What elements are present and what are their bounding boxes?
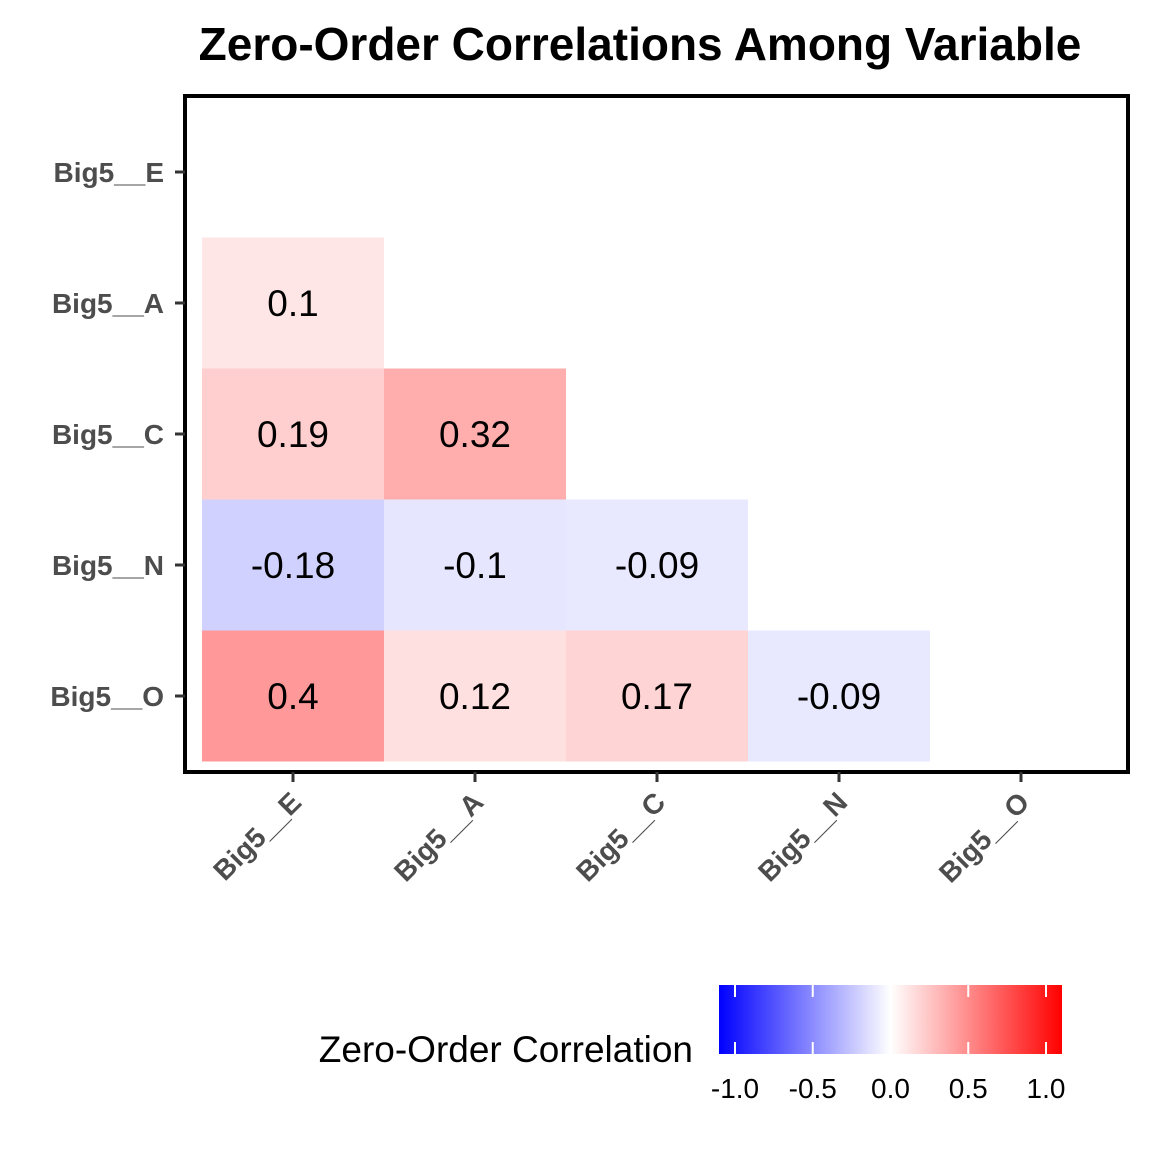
heatmap-cell <box>384 499 566 631</box>
heatmap-cell <box>566 499 748 631</box>
color-legend: Zero-Order Correlation -1.0 -0.5 0.0 0.5 1.0 <box>319 985 1066 1104</box>
heatmap-cell <box>202 499 384 631</box>
legend-tick-label: 0.0 <box>871 1073 910 1104</box>
heatmap-cell <box>202 368 384 500</box>
cell-value-label: 0.32 <box>439 414 511 455</box>
y-tick-label: Big5__A <box>52 288 164 319</box>
legend-tick-label: 1.0 <box>1027 1073 1066 1104</box>
cell-value-label: 0.1 <box>267 283 318 324</box>
heatmap-cell <box>566 630 748 762</box>
x-tick-label: Big5__E <box>207 786 307 886</box>
heatmap-cells: 0.1 0.19 0.32 -0.18 -0.1 -0.09 0.4 0.12 0.17 -0.0… <box>202 237 930 762</box>
chart-title: Zero-Order Correlations Among Variable <box>199 18 1082 70</box>
cell-value-label: -0.09 <box>615 545 699 586</box>
cell-value-label: 0.19 <box>257 414 329 455</box>
legend-title: Zero-Order Correlation <box>319 1029 693 1070</box>
cell-value-label: -0.09 <box>797 676 881 717</box>
x-tick-label: Big5__C <box>570 786 671 887</box>
y-tick-label: Big5__O <box>50 681 164 712</box>
cell-value-label: -0.18 <box>251 545 335 586</box>
legend-tick-label: 0.5 <box>949 1073 988 1104</box>
heatmap-cell <box>748 630 930 762</box>
x-tick-label: Big5__A <box>388 786 489 887</box>
x-tick-label: Big5__N <box>752 786 853 887</box>
heatmap-cell <box>202 630 384 762</box>
y-tick-label: Big5__E <box>54 157 165 188</box>
legend-tick-label: -1.0 <box>711 1073 759 1104</box>
legend-tick-label: -0.5 <box>789 1073 837 1104</box>
y-axis: Big5__E Big5__A Big5__C Big5__N Big5__O <box>50 157 185 712</box>
cell-value-label: 0.12 <box>439 676 511 717</box>
y-tick-label: Big5__N <box>52 550 164 581</box>
x-tick-label: Big5__O <box>933 786 1035 888</box>
cell-value-label: -0.1 <box>443 545 507 586</box>
y-tick-label: Big5__C <box>52 419 164 450</box>
x-axis: Big5__E Big5__A Big5__C Big5__N Big5__O <box>207 772 1035 889</box>
cell-value-label: 0.17 <box>621 676 693 717</box>
cell-value-label: 0.4 <box>267 676 318 717</box>
heatmap-cell <box>202 237 384 369</box>
heatmap-cell <box>384 368 566 500</box>
legend-ticks: -1.0 -0.5 0.0 0.5 1.0 <box>711 985 1066 1104</box>
heatmap-cell <box>384 630 566 762</box>
